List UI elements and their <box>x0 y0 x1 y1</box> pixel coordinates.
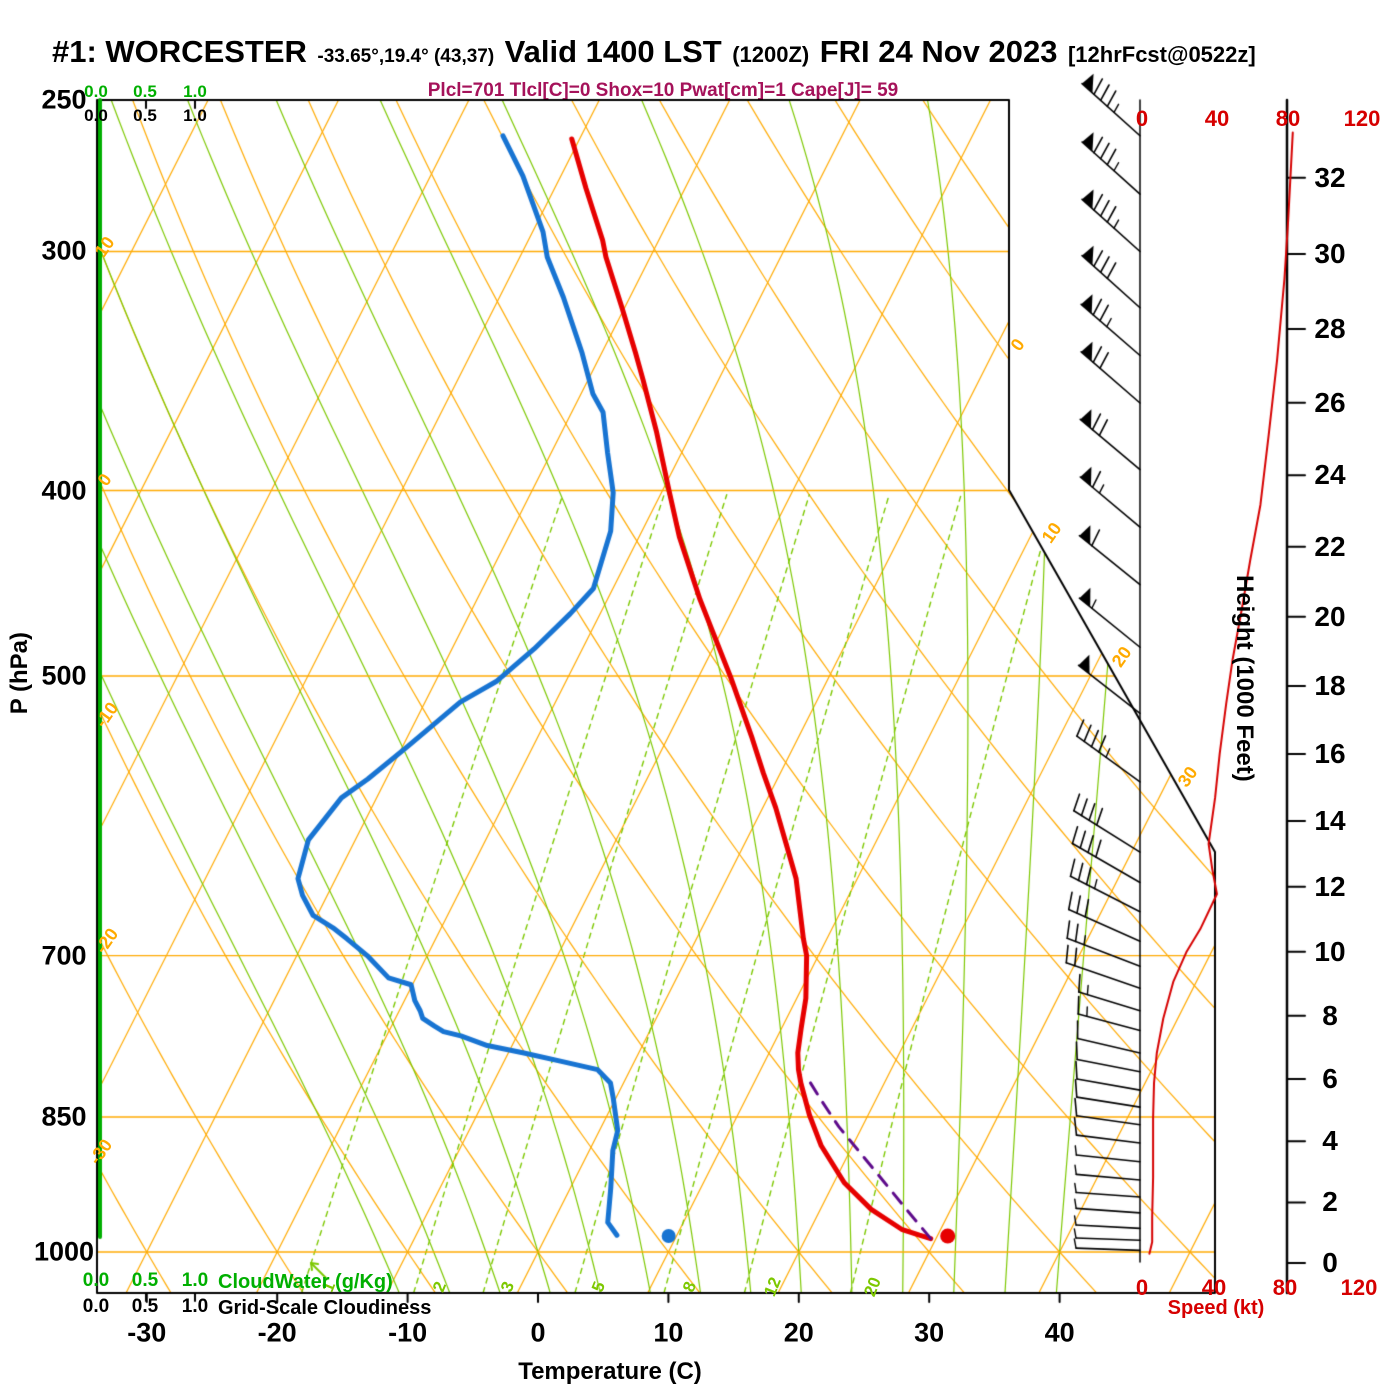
cloudwater-scale-bottom-value: 0.0 <box>82 1270 110 1291</box>
pressure-tick-label: 500 <box>41 660 87 691</box>
temperature-tick-label: -10 <box>388 1317 428 1348</box>
cloudwater-scale-top-value: 1.0 <box>183 82 207 101</box>
cloudiness-scale-bottom-value: 0.0 <box>82 1296 110 1317</box>
pressure-tick-label: 700 <box>41 940 87 971</box>
cloudiness-scale-top-value: 1.0 <box>183 106 207 125</box>
temperature-tick-label: 0 <box>530 1317 546 1348</box>
temperature-axis-title: Temperature (C) <box>518 1358 702 1385</box>
height-tick-label: 32 <box>1314 161 1346 193</box>
speed-scale-top-label: 0 <box>1135 106 1149 131</box>
cloudwater-scale-top-value: 0.0 <box>84 82 108 101</box>
height-tick-label: 24 <box>1314 459 1346 491</box>
pressure-tick-label: 300 <box>41 235 87 266</box>
pressure-tick-label: 400 <box>41 475 87 506</box>
speed-scale-top-label: 80 <box>1275 106 1301 131</box>
temperature-tick-label: 10 <box>653 1317 684 1348</box>
speed-scale-bottom-label: 40 <box>1201 1275 1227 1300</box>
pressure-tick-label: 1000 <box>33 1236 95 1267</box>
pressure-tick-label: 850 <box>41 1101 87 1132</box>
cloudwater-scale-bottom-value: 1.0 <box>181 1270 209 1291</box>
height-tick-label: 30 <box>1314 238 1346 269</box>
height-tick-label: 10 <box>1314 935 1346 967</box>
height-tick-label: 28 <box>1314 313 1346 345</box>
height-tick-label: 12 <box>1314 870 1346 902</box>
cloudiness-scale-label: Grid-Scale Cloudiness <box>218 1297 432 1319</box>
cloudwater-scale-bottom-value: 0.5 <box>131 1270 159 1291</box>
cloudiness-scale-bottom-value: 1.0 <box>181 1296 209 1317</box>
height-tick-label: 22 <box>1314 530 1346 562</box>
temperature-tick-label: 20 <box>783 1317 814 1348</box>
speed-scale-bottom-label: 0 <box>1135 1275 1149 1300</box>
height-tick-label: 6 <box>1322 1062 1338 1094</box>
height-axis-title: Height (1000 Feet) <box>1231 575 1258 782</box>
cloudiness-scale-top-value: 0.5 <box>133 106 157 125</box>
temperature-tick-label: -20 <box>257 1317 297 1348</box>
cloudwater-scale-top-value: 0.5 <box>133 82 157 101</box>
height-tick-label: 16 <box>1314 737 1346 769</box>
height-tick-label: 14 <box>1314 804 1346 836</box>
height-tick-label: 18 <box>1314 669 1346 701</box>
cloudwater-scale-label: CloudWater (g/Kg) <box>218 1271 393 1293</box>
speed-scale-top-label: 40 <box>1204 106 1230 131</box>
height-tick-label: 0 <box>1322 1246 1338 1278</box>
speed-scale-bottom-label: 120 <box>1340 1275 1378 1300</box>
height-tick-label: 2 <box>1322 1186 1338 1218</box>
temperature-tick-label: -30 <box>127 1317 167 1348</box>
pressure-tick-label: 250 <box>41 84 87 115</box>
speed-scale-bottom-label: 80 <box>1272 1275 1298 1300</box>
speed-axis-title: Speed (kt) <box>1167 1297 1265 1319</box>
height-tick-label: 20 <box>1314 600 1346 632</box>
cloudiness-scale-bottom-value: 0.5 <box>131 1296 159 1317</box>
cloudiness-scale-top-value: 0.0 <box>84 106 108 125</box>
pressure-axis-title: P (hPa) <box>6 632 33 715</box>
speed-scale-top-label: 120 <box>1343 106 1381 131</box>
temperature-tick-label: 30 <box>914 1317 945 1348</box>
height-tick-label: 8 <box>1322 999 1338 1031</box>
temperature-tick-label: 40 <box>1044 1317 1075 1348</box>
height-tick-label: 26 <box>1314 386 1346 418</box>
height-tick-label: 4 <box>1322 1125 1338 1157</box>
